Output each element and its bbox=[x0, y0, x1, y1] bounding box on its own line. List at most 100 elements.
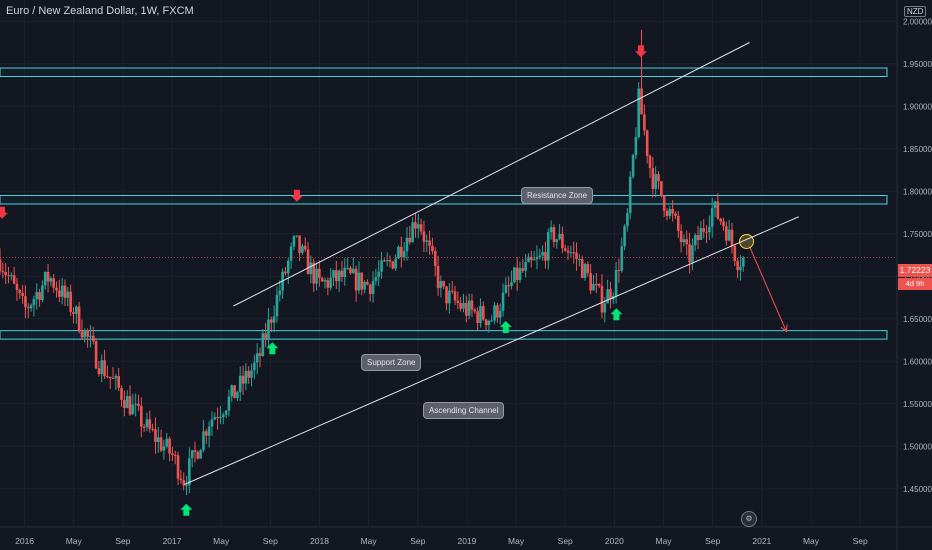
candle-body bbox=[111, 377, 115, 379]
forecast-line bbox=[749, 246, 787, 332]
candle-body bbox=[563, 248, 567, 251]
candle-body bbox=[448, 290, 451, 304]
time-tick-label: May bbox=[361, 536, 378, 546]
event-badge-icon[interactable]: ⚙ bbox=[741, 511, 757, 527]
candle-body bbox=[10, 275, 13, 277]
candle-body bbox=[538, 255, 542, 257]
candle-body bbox=[332, 270, 335, 278]
candle-body bbox=[351, 268, 355, 274]
time-tick-label: 2017 bbox=[163, 536, 182, 546]
chart-title: Euro / New Zealand Dollar, 1W, FXCM bbox=[6, 5, 194, 17]
candle-body bbox=[467, 300, 471, 316]
candle-body bbox=[52, 278, 55, 288]
resistance-zone-label[interactable]: Resistance Zone bbox=[521, 187, 594, 204]
candle-body bbox=[693, 235, 697, 246]
candle-body bbox=[445, 286, 448, 304]
candle-body bbox=[552, 227, 556, 242]
candle-body bbox=[7, 275, 10, 277]
time-tick-label: May bbox=[803, 536, 820, 546]
candle-body bbox=[713, 201, 717, 209]
candle-body bbox=[555, 239, 559, 242]
arrow-up-icon bbox=[180, 503, 193, 516]
candle-body bbox=[60, 285, 64, 297]
time-tick-label: Sep bbox=[705, 536, 720, 546]
break-point-circle bbox=[739, 234, 755, 249]
candle-body bbox=[244, 370, 248, 384]
candle-body bbox=[716, 201, 720, 219]
candle-body bbox=[580, 258, 584, 278]
candle-body bbox=[408, 237, 412, 243]
candle-body bbox=[335, 270, 338, 282]
candle-body bbox=[493, 305, 496, 321]
candle-body bbox=[315, 268, 318, 284]
candle-body bbox=[15, 283, 19, 291]
price-tick-label: 1.95000 bbox=[903, 60, 932, 69]
candle-body bbox=[558, 233, 561, 240]
arrow-down-icon bbox=[290, 189, 303, 202]
candle-body bbox=[1, 271, 5, 273]
support-zone-label[interactable]: Support Zone bbox=[361, 354, 422, 371]
candle-body bbox=[106, 376, 109, 378]
candle-body bbox=[329, 277, 332, 288]
candle-body bbox=[142, 426, 146, 428]
candle-body bbox=[702, 228, 706, 232]
candle-body bbox=[55, 287, 58, 291]
candle-body bbox=[301, 245, 304, 253]
candle-body bbox=[188, 458, 191, 486]
candle-body bbox=[114, 376, 118, 379]
candle-body bbox=[456, 300, 460, 304]
candle-body bbox=[614, 269, 618, 297]
candle-body bbox=[708, 226, 711, 233]
candle-body bbox=[63, 285, 67, 298]
candle-body bbox=[733, 245, 737, 262]
candle-body bbox=[286, 260, 290, 274]
candle-body bbox=[682, 239, 686, 243]
candle-body bbox=[648, 155, 652, 169]
candle-body bbox=[513, 267, 516, 283]
candle-body bbox=[292, 236, 296, 247]
price-tick-label: 1.50000 bbox=[903, 442, 932, 451]
candle-body bbox=[173, 454, 177, 456]
currency-label[interactable]: NZD bbox=[904, 6, 927, 17]
candle-body bbox=[685, 239, 689, 245]
candle-body bbox=[402, 251, 406, 258]
candle-body bbox=[592, 283, 595, 291]
candle-body bbox=[357, 272, 361, 291]
candle-body bbox=[29, 305, 33, 309]
candle-body bbox=[453, 291, 457, 301]
time-tick-label: Sep bbox=[115, 536, 130, 546]
candle-body bbox=[255, 353, 259, 363]
arrow-down-icon bbox=[634, 45, 647, 58]
candle-body bbox=[626, 212, 629, 227]
candle-body bbox=[425, 240, 429, 242]
candle-body bbox=[363, 281, 366, 290]
candle-body bbox=[606, 289, 609, 304]
price-tick-label: 1.85000 bbox=[903, 145, 932, 154]
price-tick-label: 1.55000 bbox=[903, 400, 932, 409]
candle-body bbox=[320, 277, 324, 282]
candle-body bbox=[496, 305, 499, 318]
candle-body bbox=[238, 375, 242, 392]
candle-body bbox=[309, 262, 313, 275]
candle-body bbox=[289, 246, 293, 261]
candle-body bbox=[628, 176, 632, 213]
candle-body bbox=[86, 330, 89, 337]
candle-body bbox=[431, 245, 434, 252]
candle-body bbox=[213, 417, 217, 420]
time-tick-label: May bbox=[656, 536, 673, 546]
time-tick-label: Sep bbox=[558, 536, 573, 546]
candle-body bbox=[340, 270, 344, 277]
candle-body bbox=[224, 410, 228, 415]
candle-body bbox=[227, 396, 231, 411]
ascending-channel-label[interactable]: Ascending Channel bbox=[423, 402, 505, 419]
candle-body bbox=[422, 231, 426, 242]
arrow-up-icon bbox=[499, 321, 512, 333]
candle-body bbox=[518, 268, 522, 281]
candle-body bbox=[264, 333, 267, 339]
zone-rect bbox=[0, 67, 888, 77]
price-tick-label: 1.60000 bbox=[903, 357, 932, 366]
candle-body bbox=[679, 230, 683, 243]
candle-body bbox=[219, 417, 222, 419]
candle-body bbox=[549, 227, 553, 233]
